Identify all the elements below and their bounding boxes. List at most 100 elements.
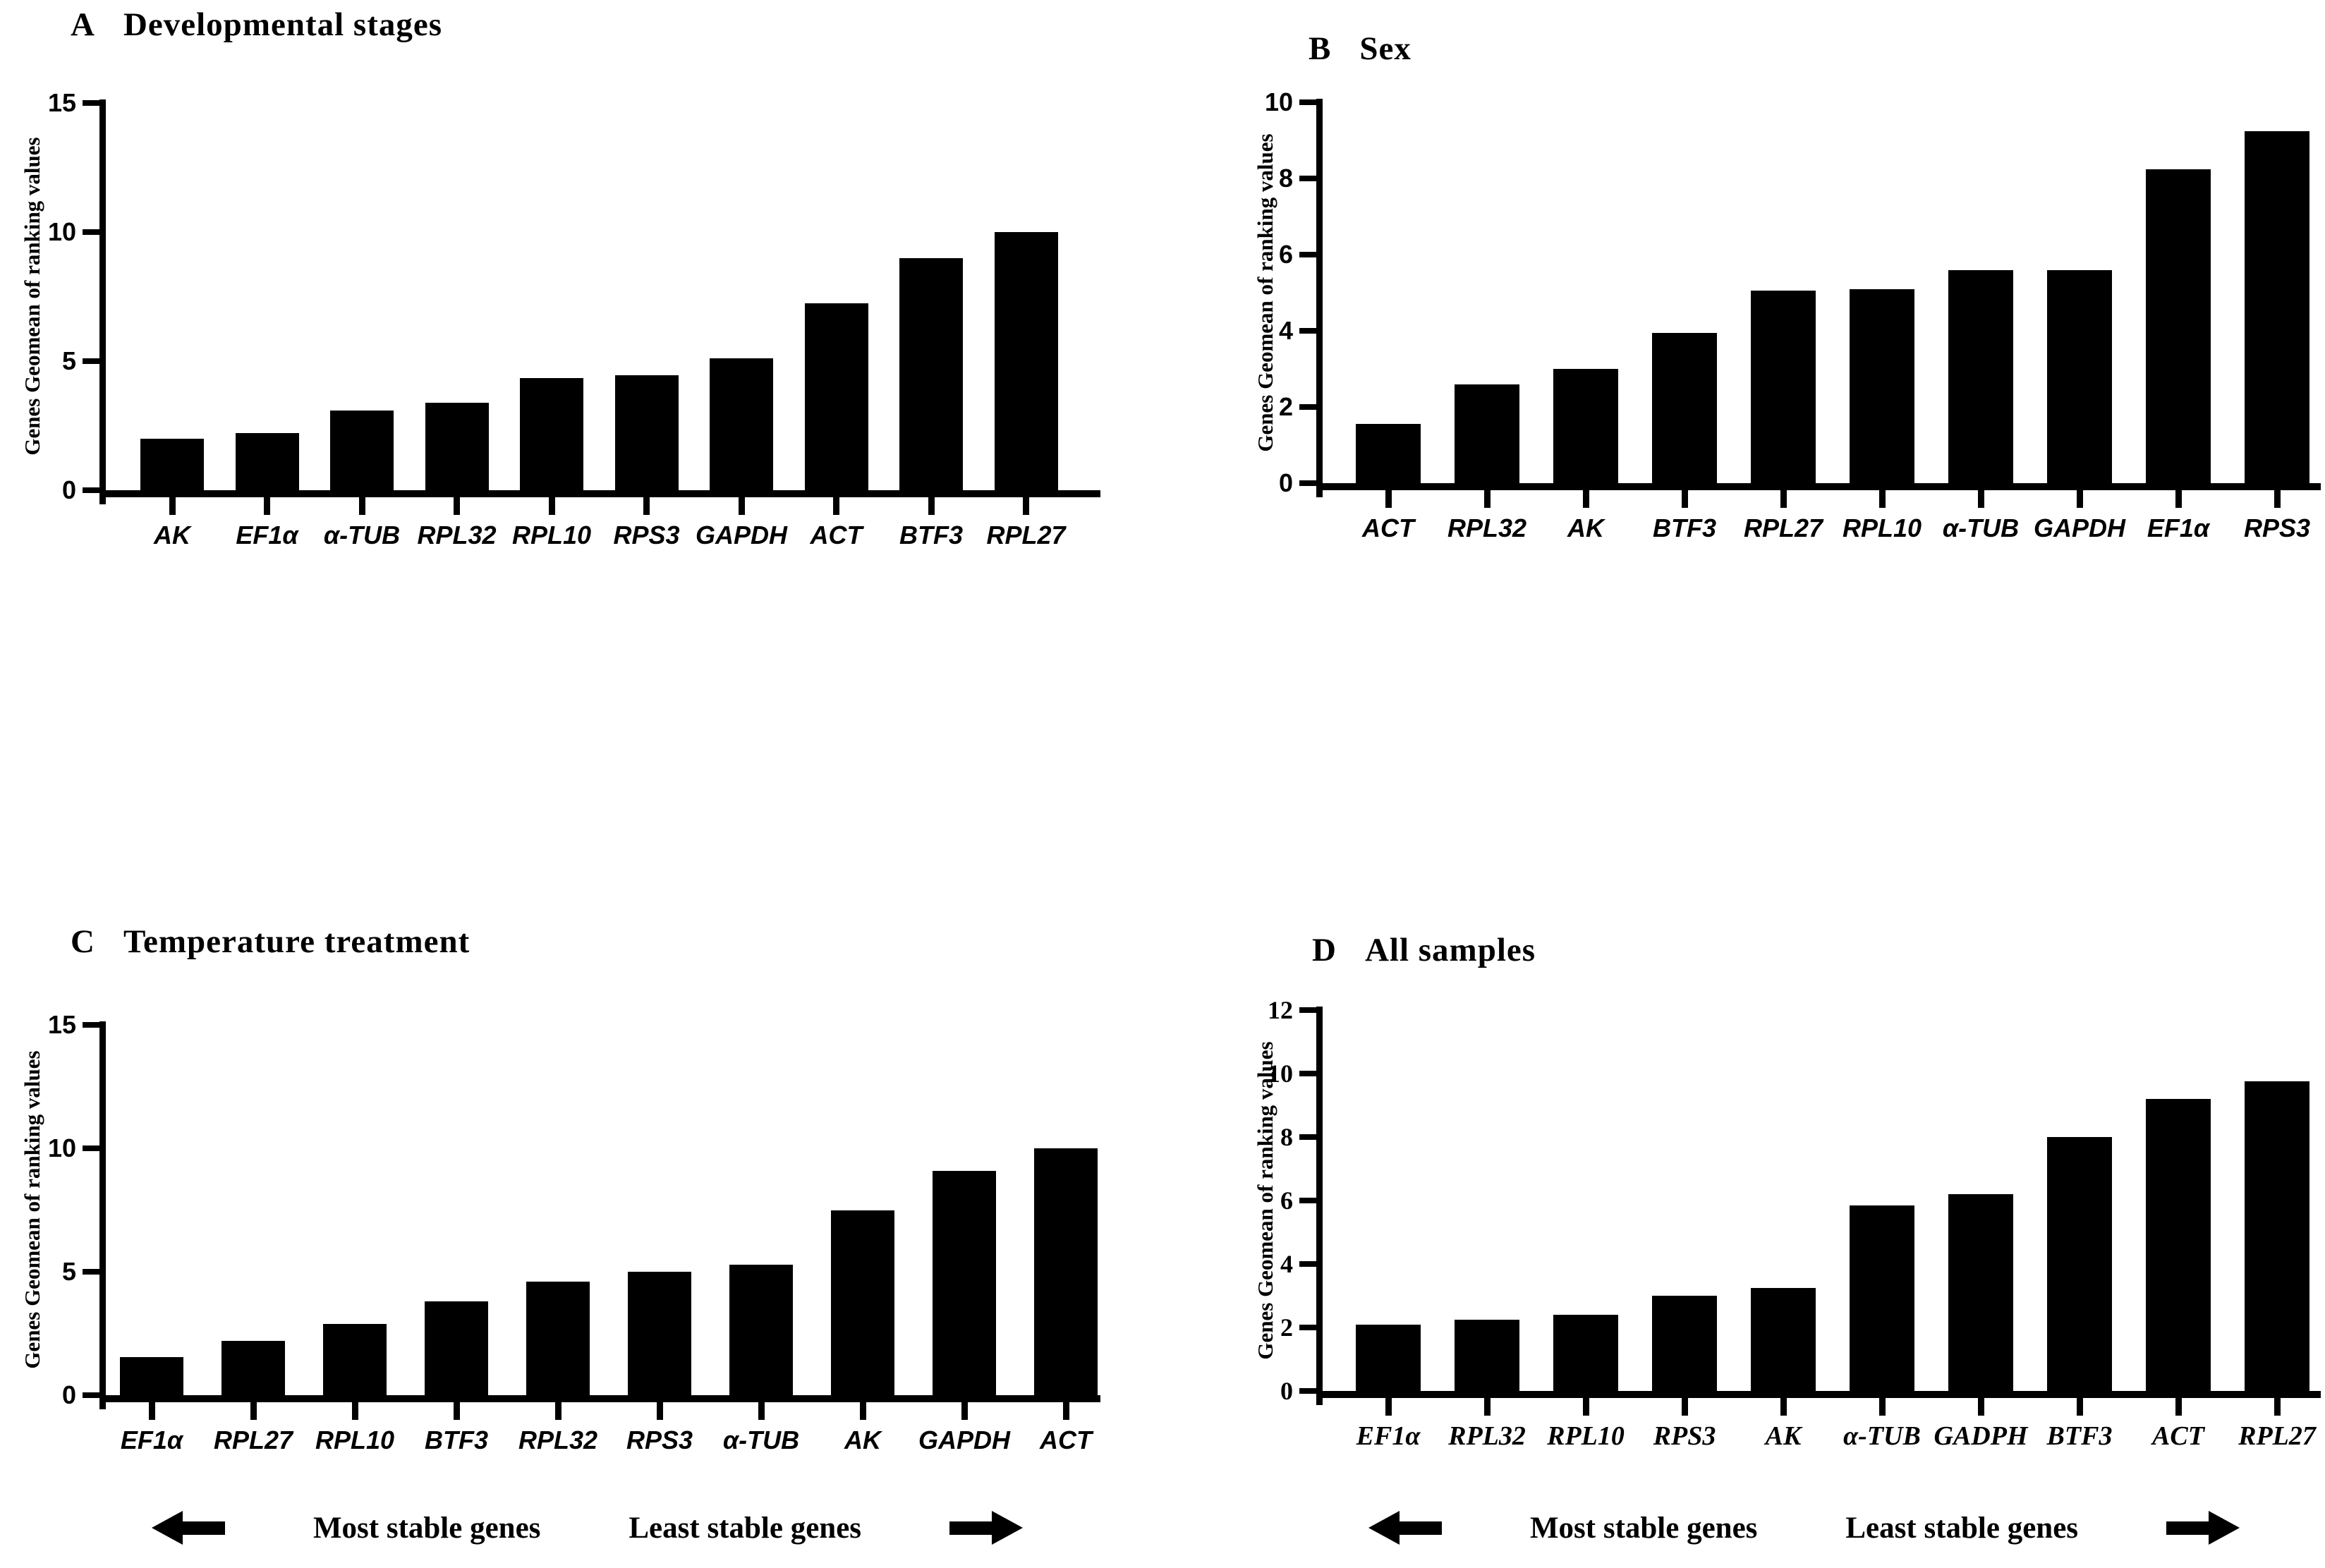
x-tick [643,497,650,515]
x-tick [758,1402,765,1420]
panel-c-title: C Temperature treatment [71,923,470,961]
x-tick [738,497,745,515]
x-tick [1385,1398,1392,1416]
y-axis-line [99,1021,106,1409]
panel-d-title: D All samples [1312,931,1536,969]
x-axis-line [1316,483,2321,490]
bar [1751,1287,1816,1391]
x-category-label: ACT [1040,1426,1092,1454]
x-tick [1023,497,1029,515]
panel-a-y-axis-label: Genes Geomean of ranking values [20,137,44,456]
bar [628,1272,691,1395]
x-category-label: RPS3 [613,521,680,549]
bar [2047,1137,2112,1391]
bar [614,375,679,490]
x-category-label: RPL32 [518,1426,598,1454]
bar [1553,1315,1618,1391]
bar [933,1170,996,1395]
panel-a-letter: A [71,6,95,43]
x-tick [2274,1398,2281,1416]
x-tick [1780,1398,1787,1416]
stability-annotation-left: Most stable genes Least stable genes [152,1507,1023,1549]
x-category-label: BTF3 [2046,1421,2113,1451]
y-tick-label: 0 [61,1380,76,1409]
bar [1034,1148,1098,1395]
right-arrow-icon [949,1511,1023,1545]
x-category-label: RPL10 [511,521,592,549]
bar [2245,130,2309,483]
x-category-label: RPL27 [1743,513,1823,542]
y-tick [83,487,99,493]
x-tick [1582,1398,1589,1416]
bar [831,1210,894,1395]
bar [2146,169,2211,483]
y-tick [1299,99,1316,105]
panel-a-title-text: Developmental stages [123,6,443,43]
x-category-label: RPL10 [1842,513,1922,542]
bar [1850,288,1914,483]
x-tick [1977,1398,1984,1416]
x-tick [961,1402,968,1420]
x-category-label: GADPH [1934,1421,2028,1451]
y-tick [1299,1261,1316,1267]
x-category-label: GAPDH [2033,513,2125,542]
bar [140,438,204,490]
x-tick [1977,490,1984,508]
x-category-label: BTF3 [425,1426,488,1454]
y-tick [1299,404,1316,410]
y-tick [1299,1325,1316,1330]
x-category-label: RPL27 [213,1426,293,1454]
x-tick [859,1402,866,1420]
x-tick [1681,1398,1688,1416]
x-category-label: AK [1765,1421,1802,1451]
x-category-label: α-TUB [722,1426,800,1454]
stability-annotation-right: Most stable genes Least stable genes [1368,1507,2240,1549]
y-tick-label: 10 [1264,87,1293,116]
bar [323,1323,387,1395]
x-tick [264,497,270,515]
panel-a-title: A Developmental stages [71,6,442,44]
x-tick [351,1402,358,1420]
bar [1948,269,2013,483]
least-stable-label: Least stable genes [1845,1511,2079,1545]
bar [1553,369,1618,483]
x-category-label: AK [1567,513,1604,542]
y-axis-line [1316,1007,1323,1405]
bar [526,1282,590,1395]
y-tick [83,358,99,364]
x-category-label: RPS3 [1653,1421,1716,1451]
left-arrow-icon [1368,1511,1442,1545]
panel-b-title: B Sex [1309,30,1412,68]
y-tick-label: 12 [1268,996,1293,1024]
bar [235,433,299,490]
x-tick [1483,1398,1491,1416]
panel-c-y-axis-label: Genes Geomean of ranking values [20,1050,44,1369]
x-axis-line [1316,1391,2321,1398]
x-tick [833,497,839,515]
y-tick [1299,1007,1316,1013]
y-tick-label: 0 [1278,468,1293,497]
x-tick [928,497,935,515]
bar [1948,1194,2013,1391]
y-tick [1299,328,1316,334]
y-axis-line [1316,99,1323,497]
bar [1751,291,1816,483]
panel-d-title-text: All samples [1364,932,1536,968]
x-category-label: EF1α [2147,513,2210,542]
bar [1850,1205,1914,1391]
x-category-label: BTF3 [899,521,963,549]
bar [2047,269,2112,483]
y-tick [1299,1388,1316,1394]
x-tick [2175,490,2182,508]
x-category-label: ACT [810,521,863,549]
x-tick [453,1402,460,1420]
x-tick [1681,490,1688,508]
y-tick [1299,480,1316,486]
y-tick [83,229,99,235]
y-axis-line [99,99,106,504]
x-category-label: ACT [2152,1421,2204,1451]
